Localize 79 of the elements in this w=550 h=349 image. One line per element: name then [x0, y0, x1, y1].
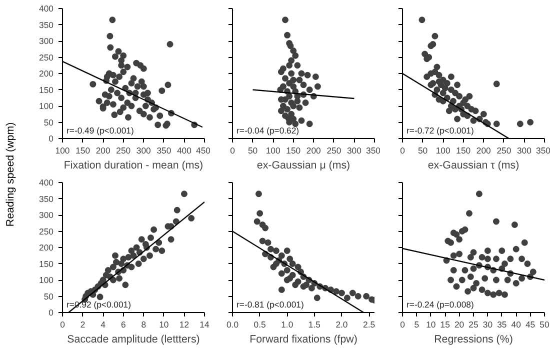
x-tick-label: 200: [306, 146, 322, 156]
y-tick-label: 350: [39, 20, 54, 30]
x-tick-label: 35: [497, 320, 507, 330]
x-axis-title: Forward fixations (fpw): [250, 334, 358, 346]
y-tick-label: 50: [44, 117, 54, 128]
y-tick-label: 150: [39, 84, 54, 95]
x-tick-label: 30: [482, 320, 493, 330]
x-tick-label: 2: [80, 320, 86, 330]
x-axis-title: Saccade amplitude (lettters): [67, 334, 200, 346]
x-tick-label: 400: [176, 146, 192, 156]
x-tick-label: 50: [248, 146, 258, 156]
x-tick-label: 2.0: [336, 320, 348, 330]
x-tick-label: 100: [436, 146, 450, 156]
x-tick-label: 6: [120, 320, 126, 330]
x-tick-label: 10: [159, 320, 169, 330]
y-tick-label: 250: [39, 52, 54, 62]
x-tick-label: 0: [400, 320, 406, 330]
x-tick-label: 350: [156, 146, 172, 156]
x-tick-label: 200: [96, 146, 110, 156]
x-tick-label: 200: [476, 146, 492, 156]
annotation: r=-0.24 (p=0.008): [406, 300, 474, 310]
x-tick-label: 0: [60, 320, 66, 330]
y-tick-label: 200: [39, 68, 54, 78]
annotation: r=-0.81 (p<0.001): [236, 300, 304, 310]
x-tick-label: 300: [136, 146, 152, 156]
x-tick-label: 50: [418, 146, 428, 156]
y-tick-label: 300: [39, 36, 54, 46]
x-tick-label: 0: [400, 146, 406, 156]
x-tick-label: 45: [525, 320, 536, 330]
y-tick-label: 100: [39, 101, 54, 111]
x-tick-label: 15: [440, 320, 450, 330]
y-tick-label: 200: [39, 242, 54, 252]
y-tick-label: 150: [39, 258, 54, 269]
x-axis-title: Regressions (%): [434, 334, 513, 346]
x-tick-label: 250: [326, 146, 342, 156]
y-tick-label: 350: [39, 194, 54, 204]
x-tick-label: 1.5: [308, 320, 321, 330]
x-tick-label: 0.5: [254, 320, 266, 330]
y-axis-title: Reading speed (wpm): [4, 122, 16, 227]
x-tick-label: 100: [55, 146, 70, 156]
x-tick-label: 1.0: [281, 320, 294, 330]
x-tick-label: 300: [516, 146, 532, 156]
x-tick-label: 0.0: [226, 320, 239, 330]
y-tick-label: 400: [39, 4, 54, 14]
x-tick-label: 450: [196, 146, 211, 156]
x-tick-label: 150: [456, 146, 471, 156]
y-tick-label: 100: [39, 275, 54, 285]
x-tick-label: 0: [230, 146, 236, 156]
x-axis-title: ex-Gaussian μ (ms): [256, 160, 350, 172]
x-axis-title: ex-Gaussian τ (ms): [428, 160, 520, 172]
x-tick-label: 250: [496, 146, 512, 156]
annotation: r=-0.49 (p<0.001): [66, 126, 134, 136]
x-tick-label: 20: [454, 320, 464, 330]
x-tick-label: 350: [536, 146, 550, 156]
x-tick-label: 350: [366, 146, 381, 156]
y-tick-label: 300: [39, 210, 54, 220]
x-tick-label: 150: [76, 146, 90, 156]
x-tick-label: 300: [346, 146, 362, 156]
x-tick-label: 5: [414, 320, 420, 330]
y-tick-label: 250: [39, 226, 54, 236]
x-tick-label: 4: [100, 320, 106, 330]
x-tick-label: 2.5: [363, 320, 376, 330]
x-tick-label: 150: [286, 146, 301, 156]
y-tick-label: 0: [48, 308, 54, 318]
x-tick-label: 100: [266, 146, 280, 156]
x-tick-label: 12: [179, 320, 190, 330]
x-axis-title: Fixation duration - mean (ms): [64, 160, 204, 172]
y-tick-label: 0: [48, 134, 54, 144]
y-tick-label: 50: [44, 291, 54, 302]
x-tick-label: 10: [426, 320, 436, 330]
x-tick-label: 8: [141, 320, 146, 330]
x-tick-label: 50: [540, 320, 550, 330]
x-tick-label: 250: [116, 146, 131, 156]
annotation: r=-0.72 (p<0.001): [406, 126, 474, 136]
x-tick-label: 25: [468, 320, 478, 330]
annotation: r=-0.04 (p=0.62): [236, 126, 300, 136]
y-tick-label: 400: [39, 178, 54, 188]
x-tick-label: 40: [511, 320, 522, 330]
x-tick-label: 14: [200, 320, 210, 330]
